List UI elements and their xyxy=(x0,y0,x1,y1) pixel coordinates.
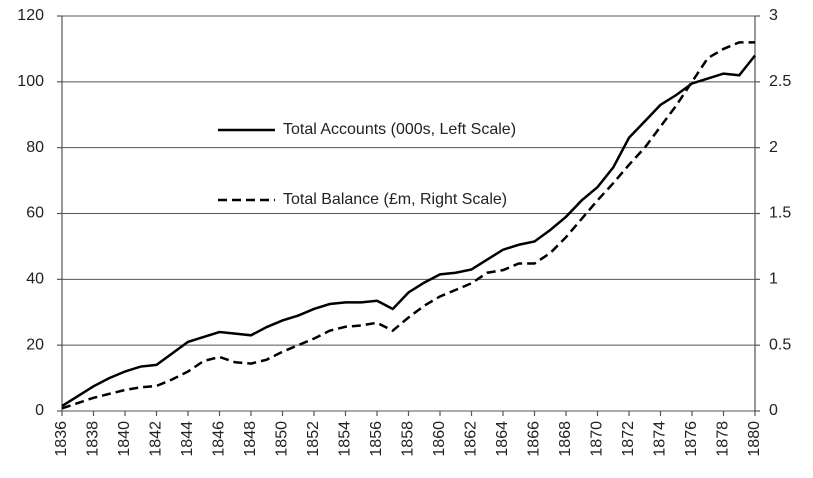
x-tick-label: 1866 xyxy=(526,421,543,457)
y2-tick-label: 3 xyxy=(769,7,778,24)
y-tick-label: 100 xyxy=(17,73,44,90)
x-tick-label: 1836 xyxy=(53,421,70,457)
x-tick-label: 1848 xyxy=(242,421,259,457)
y2-tick-label: 2.5 xyxy=(769,73,791,90)
series-line xyxy=(61,41,755,410)
y-tick-label: 40 xyxy=(26,271,44,288)
x-tick-label: 1858 xyxy=(400,421,417,457)
y-tick-label: 80 xyxy=(26,139,44,156)
x-tick-label: 1874 xyxy=(652,421,669,457)
x-tick-label: 1880 xyxy=(746,421,763,457)
y2-tick-label: 1 xyxy=(769,271,778,288)
x-tick-label: 1854 xyxy=(337,421,354,457)
x-tick-label: 1878 xyxy=(715,421,732,457)
x-tick-label: 1860 xyxy=(431,421,448,457)
y-tick-label: 120 xyxy=(17,7,44,24)
legend-label: Total Accounts (000s, Left Scale) xyxy=(283,121,516,138)
y2-tick-label: 2 xyxy=(769,139,778,156)
x-tick-label: 1872 xyxy=(620,421,637,457)
x-tick-label: 1876 xyxy=(683,421,700,457)
x-tick-label: 1838 xyxy=(85,421,102,457)
x-tick-label: 1864 xyxy=(494,421,511,457)
x-tick-label: 1868 xyxy=(557,421,574,457)
y2-tick-label: 0.5 xyxy=(769,336,791,353)
x-tick-label: 1842 xyxy=(148,421,165,457)
y2-tick-label: 0 xyxy=(769,402,778,419)
x-tick-label: 1856 xyxy=(368,421,385,457)
y-tick-label: 20 xyxy=(26,336,44,353)
x-tick-label: 1862 xyxy=(463,421,480,457)
x-tick-label: 1840 xyxy=(116,421,133,457)
series-line xyxy=(61,54,756,408)
y-tick-label: 0 xyxy=(35,402,44,419)
legend-label: Total Balance (£m, Right Scale) xyxy=(283,191,507,208)
x-tick-label: 1870 xyxy=(589,421,606,457)
x-tick-label: 1852 xyxy=(305,421,322,457)
y2-tick-label: 1.5 xyxy=(769,205,791,222)
y-tick-label: 60 xyxy=(26,205,44,222)
x-tick-label: 1844 xyxy=(179,421,196,457)
x-tick-label: 1846 xyxy=(211,421,228,457)
x-tick-label: 1850 xyxy=(274,421,291,457)
